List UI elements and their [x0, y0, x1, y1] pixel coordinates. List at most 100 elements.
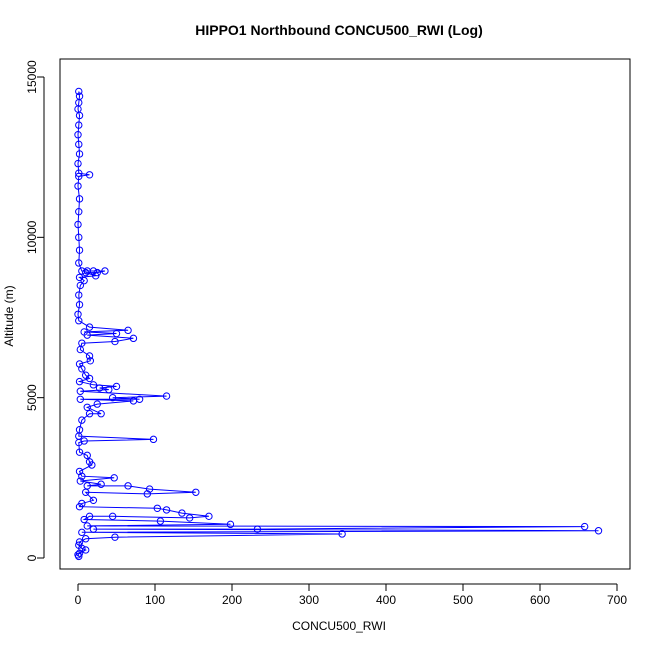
data-point [76, 345, 85, 354]
data-point [82, 268, 90, 277]
x-axis-label: CONCU500_RWI [292, 619, 386, 633]
data-point [80, 437, 88, 445]
data-point [89, 267, 98, 275]
data-point [80, 276, 88, 285]
data-point [205, 512, 213, 521]
plot-frame [59, 58, 631, 570]
y-axis: 0 5000 10000 15000 [25, 60, 45, 561]
data-point [153, 504, 162, 512]
data-point [83, 451, 91, 460]
data-point [78, 472, 86, 480]
data-point [75, 111, 84, 120]
data-point [192, 488, 200, 496]
data-point [75, 467, 84, 476]
x-tick-label: 400 [376, 593, 396, 607]
data-point [143, 490, 152, 498]
data-point [162, 506, 171, 514]
data-point [78, 544, 86, 553]
data-point [78, 365, 86, 373]
data-point [80, 515, 88, 524]
data-point [75, 300, 84, 309]
data-point [88, 461, 96, 469]
data-point [178, 509, 186, 517]
data-point [162, 392, 171, 400]
data-point [75, 87, 83, 96]
data-point [89, 381, 98, 389]
data-point [594, 527, 603, 535]
data-point [129, 334, 138, 343]
data-point [129, 397, 138, 405]
y-tick-label: 15000 [25, 60, 39, 94]
x-tick-label: 200 [222, 593, 242, 607]
data-point [75, 317, 83, 325]
data-point [105, 385, 113, 394]
data-point [92, 272, 100, 280]
data-point [74, 159, 82, 168]
data-point [75, 169, 83, 177]
data-point [82, 535, 90, 543]
y-tick-label: 10000 [25, 220, 39, 254]
data-point [85, 323, 94, 331]
data-point [75, 121, 83, 129]
data-point [124, 326, 132, 335]
x-axis: 0 100 200 300 400 500 600 700 [75, 583, 627, 607]
data-point [74, 182, 82, 190]
data-point [149, 435, 158, 444]
data-point [75, 150, 84, 158]
data-point [95, 384, 104, 392]
data-point [75, 246, 84, 254]
data-point [85, 410, 94, 418]
data-point [108, 393, 117, 402]
data-point [101, 267, 109, 275]
data-point [75, 233, 83, 242]
data-point [82, 488, 90, 496]
data-point [112, 329, 121, 338]
data-point [78, 528, 86, 537]
data-point [82, 546, 90, 554]
data-point [78, 267, 86, 275]
chart-title: HIPPO1 Northbound CONCU500_RWI (Log) [195, 22, 483, 38]
data-point [156, 517, 165, 525]
data-point [83, 522, 91, 530]
data-point [75, 448, 84, 456]
data-point [338, 530, 346, 538]
data-point [75, 172, 83, 181]
data-point [97, 410, 105, 418]
data-point [226, 520, 235, 529]
x-tick-label: 100 [145, 593, 165, 607]
data-point [75, 140, 83, 149]
data-point [83, 403, 91, 411]
data-point [85, 171, 94, 179]
data-point [185, 514, 194, 522]
data-point [86, 357, 95, 365]
data-point [75, 552, 83, 561]
data-point [75, 502, 84, 511]
data-point [75, 538, 84, 546]
data-point [108, 512, 117, 521]
data-point [74, 131, 82, 139]
data-point [75, 377, 84, 386]
data-point [75, 291, 83, 299]
data-point [83, 331, 91, 339]
data-point [253, 525, 262, 533]
data-point [75, 360, 84, 368]
data-point [93, 400, 101, 408]
data-point [78, 416, 86, 424]
data-point [75, 438, 83, 447]
data-point [75, 207, 83, 216]
data-point [111, 337, 119, 346]
y-axis-label: Altitude (m) [2, 285, 16, 346]
x-tick-label: 500 [453, 593, 473, 607]
data-point [75, 259, 83, 267]
x-tick-label: 700 [607, 593, 627, 607]
data-point [76, 387, 85, 395]
data-point [74, 220, 82, 229]
y-tick-label: 0 [25, 554, 39, 561]
y-tick-label: 5000 [25, 384, 39, 411]
data-point [124, 482, 132, 490]
data-point [76, 395, 85, 403]
data-point [76, 477, 85, 485]
x-tick-label: 0 [75, 593, 82, 607]
data-point [85, 512, 94, 521]
data-point [97, 480, 105, 488]
